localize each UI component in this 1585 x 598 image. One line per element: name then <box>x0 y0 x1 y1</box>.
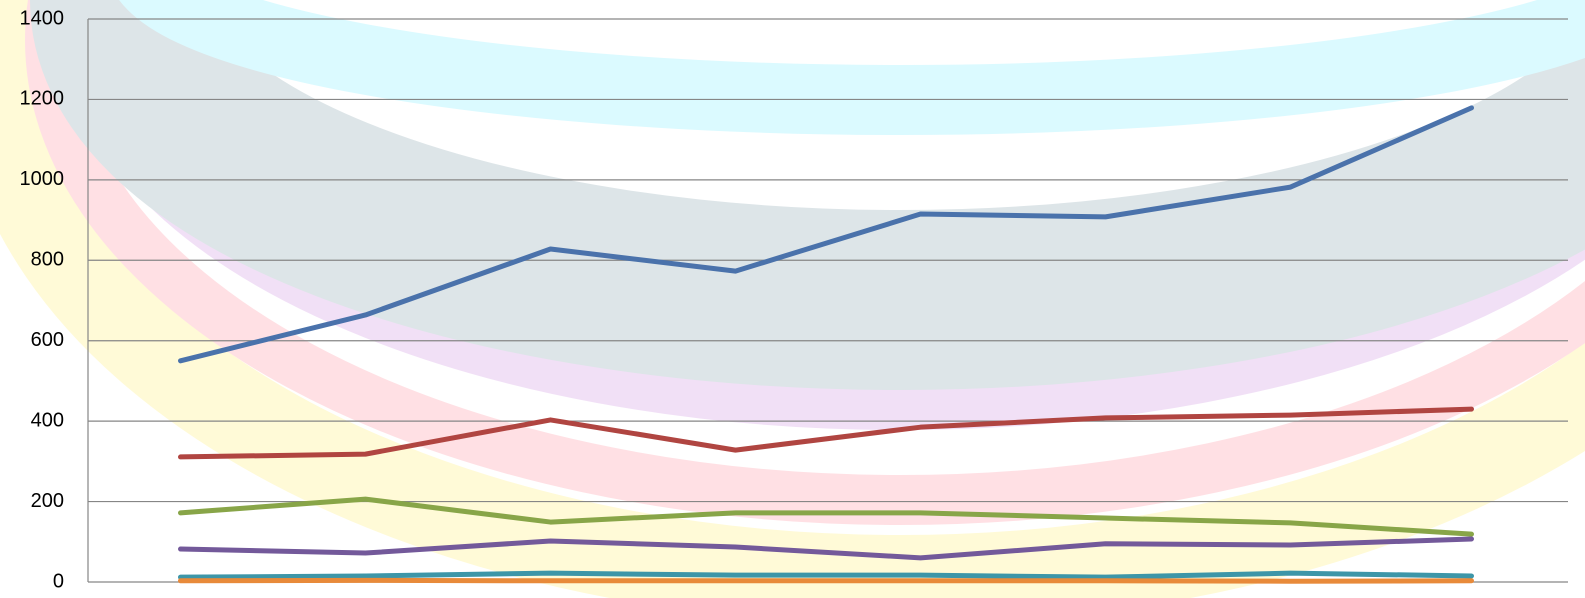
y-tick-label: 600 <box>31 329 64 351</box>
series-line <box>178 536 1474 561</box>
y-tick-label: 800 <box>31 249 64 271</box>
y-tick-label: 200 <box>31 490 64 512</box>
series-line <box>178 577 1474 584</box>
series-line <box>178 570 1474 580</box>
series-line <box>178 496 1474 537</box>
y-tick-label: 1200 <box>20 88 65 110</box>
series-line <box>178 105 1474 364</box>
y-tick-label: 1000 <box>20 168 65 190</box>
series-line <box>178 406 1474 460</box>
y-tick-label: 0 <box>53 570 64 592</box>
y-tick-label: 1400 <box>20 7 65 29</box>
y-tick-label: 400 <box>31 409 64 431</box>
